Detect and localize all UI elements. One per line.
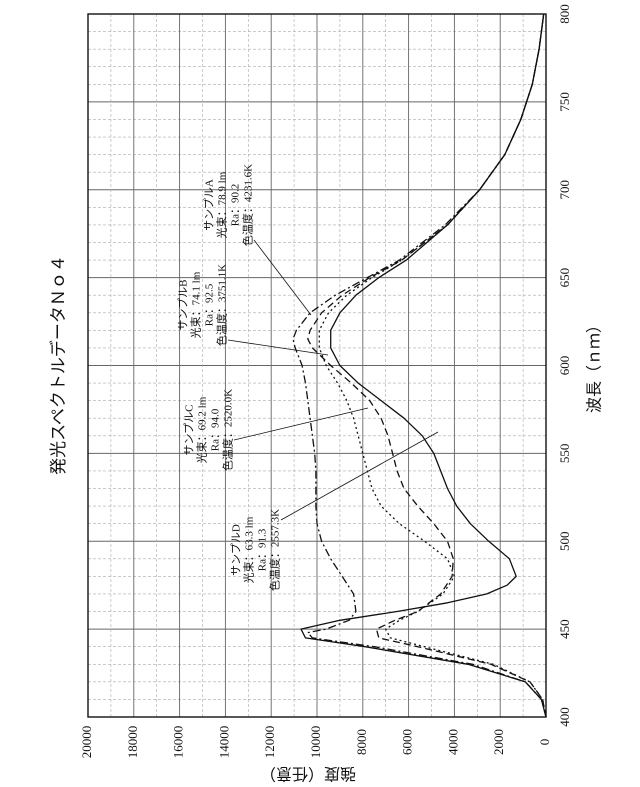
chart-title: 発光スペクトルデータＮｏ４: [48, 255, 68, 475]
annotation-leader: [234, 408, 368, 440]
annotation-text: Ra：94.0: [210, 408, 222, 451]
y-tick-label: 20000: [79, 726, 94, 759]
x-tick-label: 500: [557, 532, 572, 552]
x-tick-label: 450: [557, 619, 572, 639]
x-tick-label: 650: [557, 268, 572, 288]
x-tick-label: 600: [557, 356, 572, 376]
annotation-text: 色温度：2520.0K: [221, 389, 235, 471]
y-tick-label: 18000: [125, 726, 140, 759]
annotation-text: Ra：90.2: [230, 184, 242, 226]
y-tick-label: 10000: [308, 726, 323, 759]
x-tick-label: 550: [557, 444, 572, 464]
annotation-text: 色温度：3751.1K: [215, 264, 229, 346]
annotation-leader: [281, 432, 438, 520]
annotation-text: Ra：92.5: [204, 283, 216, 326]
annotation-text: 光束：69.2 lm: [195, 396, 209, 463]
grid-lines: [88, 14, 546, 717]
annotation-text: サンプルA: [203, 179, 216, 231]
annotation-text: 光束：63.3 lm: [242, 516, 256, 583]
x-axis-title: 波長（ｎｍ）: [586, 317, 604, 413]
y-tick-label: 0: [537, 739, 552, 746]
y-tick-label: 4000: [445, 729, 460, 755]
y-axis-title: 強度（任意）: [260, 764, 356, 783]
annotation-text: 色温度：2557.3K: [268, 509, 282, 591]
annotation-leader: [228, 340, 328, 355]
y-tick-label: 12000: [262, 726, 277, 759]
y-tick-labels: 0 2000 4000 6000 8000 10000 12000 14000 16000 180…: [79, 726, 552, 759]
x-tick-labels: 400 450 500 550 600 650 700 750 800: [557, 4, 572, 727]
annotation-text: サンプルC: [183, 404, 196, 455]
x-tick-label: 750: [557, 92, 572, 112]
annotation-text: サンプルB: [177, 279, 190, 330]
annotation-text: Ra：91.3: [257, 528, 269, 571]
annotation-text: 光束：74.1 lm: [189, 271, 203, 338]
annotation-text: 色温度：4231.6K: [241, 164, 255, 246]
annotation-text: 光束：78.9 lm: [215, 171, 229, 238]
annotation-text: サンプルD: [230, 524, 243, 576]
y-tick-label: 8000: [354, 729, 369, 755]
x-tick-label: 400: [557, 707, 572, 727]
x-tick-label: 800: [557, 4, 572, 24]
y-tick-label: 16000: [171, 726, 186, 759]
x-tick-label: 700: [557, 180, 572, 200]
y-tick-label: 2000: [491, 729, 506, 755]
y-tick-label: 6000: [400, 729, 415, 755]
sample-annotations: サンプルA光束：78.9 lmRa：90.2色温度：4231.6KサンプルB光束…: [177, 164, 438, 591]
y-tick-label: 14000: [216, 726, 231, 759]
